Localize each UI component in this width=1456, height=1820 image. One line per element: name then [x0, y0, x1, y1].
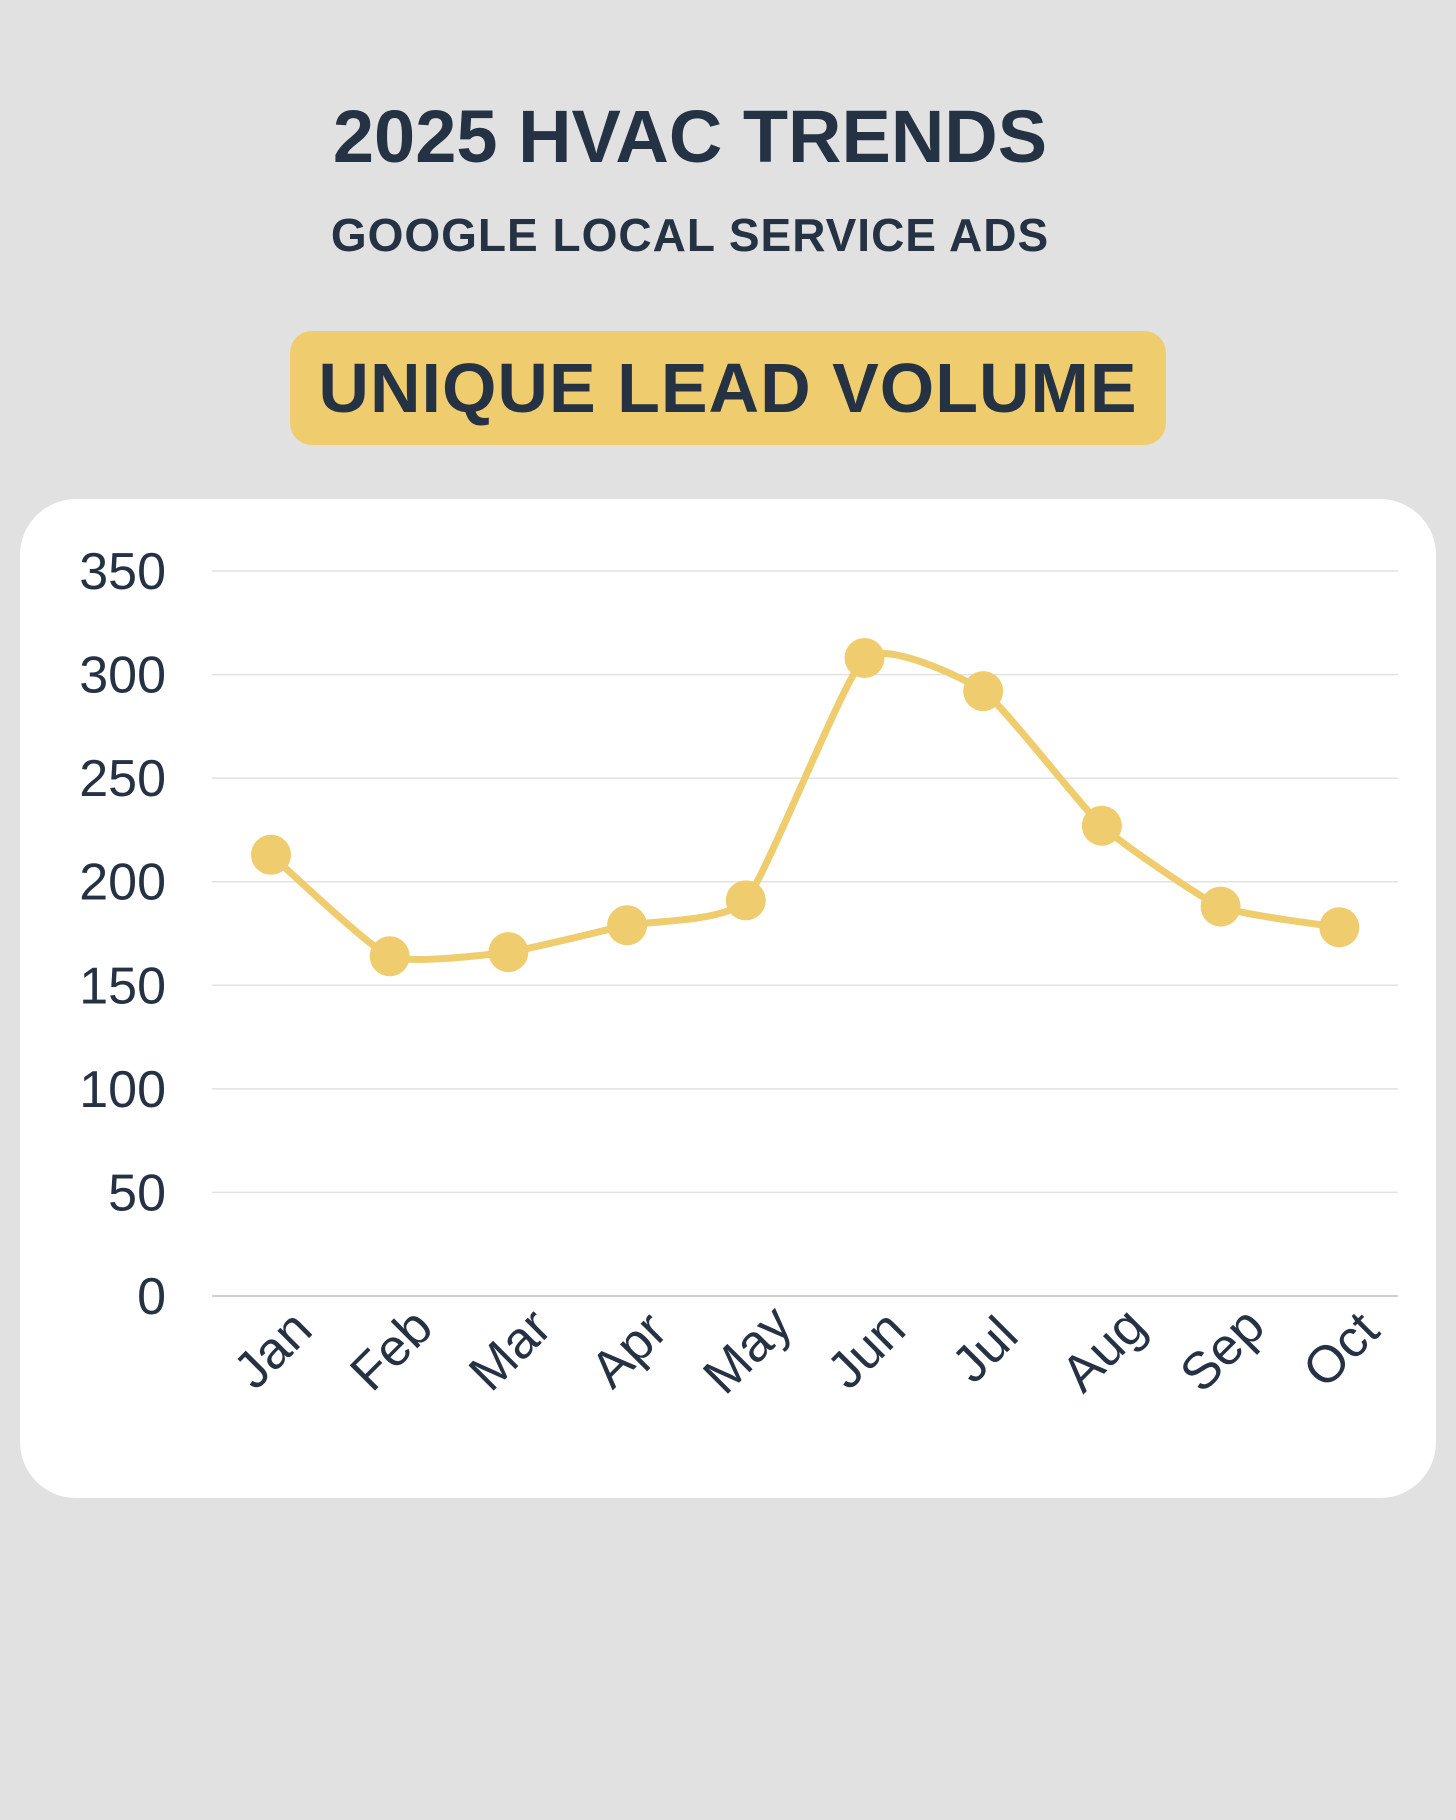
- chart-title-badge: UNIQUE LEAD VOLUME: [290, 331, 1166, 445]
- x-tick-label: Jun: [816, 1300, 916, 1400]
- y-tick-label: 350: [79, 543, 166, 601]
- y-tick-label: 0: [137, 1268, 166, 1326]
- page-subtitle: GOOGLE LOCAL SERVICE ADS: [330, 209, 1050, 261]
- y-tick-label: 200: [79, 854, 166, 912]
- data-point: [251, 834, 291, 875]
- x-tick-label: Aug: [1051, 1297, 1157, 1403]
- x-tick-label: Sep: [1169, 1297, 1275, 1403]
- x-tick-label: Jan: [223, 1300, 323, 1400]
- data-point: [1200, 886, 1241, 927]
- page-title: 2025 HVAC TRENDS: [332, 95, 1048, 178]
- x-tick-label: Apr: [580, 1301, 678, 1399]
- x-tick-label: Feb: [339, 1298, 443, 1402]
- data-point: [725, 880, 766, 921]
- chart-card: [20, 499, 1436, 1498]
- y-tick-label: 300: [79, 647, 166, 705]
- data-point: [963, 671, 1004, 712]
- data-point: [844, 638, 885, 678]
- data-point: [488, 932, 529, 973]
- x-tick-label: Jul: [941, 1306, 1029, 1394]
- y-tick-label: 50: [108, 1164, 166, 1222]
- y-tick-label: 250: [79, 750, 166, 808]
- y-tick-label: 150: [79, 957, 166, 1015]
- x-tick-label: Oct: [1292, 1300, 1391, 1399]
- x-tick-label: Mar: [458, 1298, 562, 1402]
- y-tick-label: 100: [79, 1061, 166, 1119]
- series-line: [267, 649, 1343, 963]
- data-point: [607, 905, 648, 946]
- data-point: [1319, 907, 1360, 948]
- data-point: [1081, 805, 1122, 846]
- data-point: [369, 936, 410, 977]
- x-tick-label: May: [693, 1295, 803, 1405]
